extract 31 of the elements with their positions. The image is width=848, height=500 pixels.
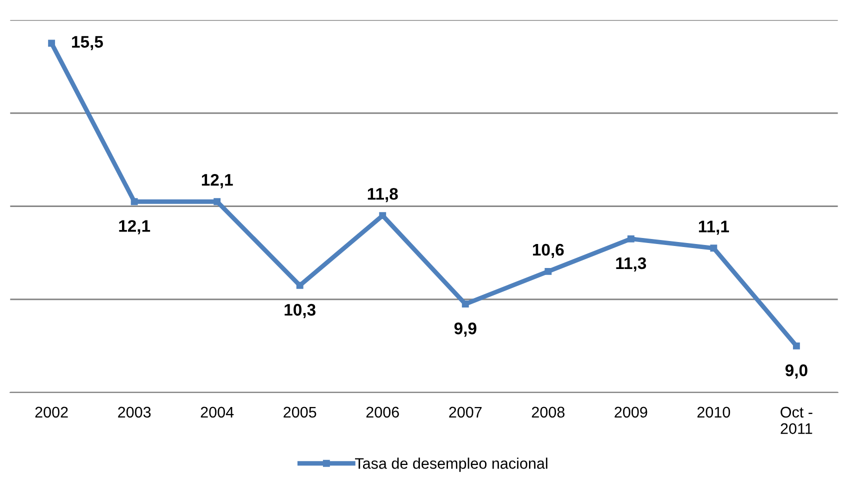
data-label: 12,1	[202, 174, 233, 188]
x-tick-label: 2008	[532, 406, 564, 418]
data-label: 10,3	[284, 304, 316, 318]
point	[544, 268, 552, 275]
x-tick-label: Oct - 2011	[780, 406, 812, 434]
data-label: 9,9	[454, 322, 476, 337]
point	[296, 282, 304, 289]
x-tick-label: 2006	[366, 406, 399, 418]
data-label: 15,5	[72, 36, 103, 50]
point	[627, 235, 634, 242]
data-label: 9,0	[785, 364, 808, 379]
data-label: 11,8	[368, 188, 398, 202]
point	[130, 198, 138, 206]
x-tick-label: 2002	[35, 406, 68, 418]
point	[792, 342, 800, 350]
data-label: 11,3	[616, 257, 646, 272]
x-tick-label: 2009	[614, 406, 648, 418]
x-tick-label: 2005	[284, 406, 316, 418]
x-tick-label: 2004	[200, 406, 234, 418]
legend-label: Tasa de desempleo nacional	[355, 458, 548, 472]
data-label: 12,1	[119, 220, 150, 234]
x-tick-label: 2003	[118, 406, 151, 418]
x-tick-label: 2007	[449, 406, 482, 418]
point	[462, 300, 469, 308]
point	[379, 212, 386, 220]
point	[214, 198, 221, 206]
point	[48, 40, 56, 47]
data-label: 11,1	[698, 220, 729, 235]
point	[710, 244, 718, 252]
data-label: 10,6	[532, 244, 564, 258]
x-tick-label: 2010	[697, 406, 730, 418]
